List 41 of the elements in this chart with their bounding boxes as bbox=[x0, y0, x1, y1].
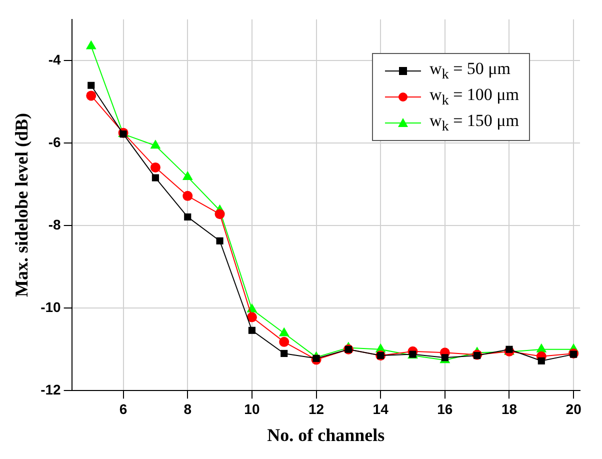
x-tick-label: 14 bbox=[372, 400, 389, 417]
y-tick-label: -4 bbox=[48, 52, 62, 68]
point bbox=[214, 209, 225, 220]
point bbox=[312, 354, 320, 362]
point bbox=[182, 170, 193, 180]
point bbox=[184, 213, 192, 220]
point bbox=[474, 352, 481, 360]
point bbox=[88, 82, 95, 89]
point bbox=[182, 190, 193, 201]
x-tick-label: 18 bbox=[501, 400, 518, 417]
x-tick-label: 8 bbox=[184, 400, 192, 417]
point bbox=[86, 40, 96, 50]
point bbox=[246, 312, 257, 322]
x-tick-label: 16 bbox=[437, 400, 453, 417]
point bbox=[278, 327, 290, 336]
y-tick-label: -12 bbox=[40, 381, 62, 398]
point bbox=[86, 90, 96, 101]
point bbox=[536, 343, 547, 352]
x-tick-label: 10 bbox=[244, 400, 260, 417]
point bbox=[246, 303, 258, 312]
point bbox=[280, 350, 288, 358]
y-tick-label: -8 bbox=[48, 216, 62, 232]
x-tick-label: 6 bbox=[119, 400, 128, 417]
y-axis-title: Max. sidelobe level (dB) bbox=[11, 113, 32, 297]
legend-label: w$_{k}$ = 50 μm bbox=[429, 59, 510, 84]
point bbox=[150, 162, 160, 172]
x-tick-label: 20 bbox=[566, 400, 582, 417]
x-tick-label: 12 bbox=[308, 400, 324, 417]
point bbox=[279, 336, 290, 347]
point bbox=[570, 350, 578, 358]
legend-label: w$_{k}$ = 150 μm bbox=[429, 111, 519, 136]
x-axis-title: No. of channels bbox=[267, 424, 385, 445]
point bbox=[216, 237, 224, 244]
point bbox=[150, 140, 161, 149]
legend-label: w$_{k}$ = 100 μm bbox=[429, 85, 519, 110]
point bbox=[248, 326, 256, 334]
point bbox=[538, 357, 545, 364]
point bbox=[120, 130, 127, 138]
y-tick-label: -10 bbox=[40, 298, 62, 315]
point bbox=[152, 174, 159, 182]
y-tick-label: -6 bbox=[48, 134, 62, 150]
